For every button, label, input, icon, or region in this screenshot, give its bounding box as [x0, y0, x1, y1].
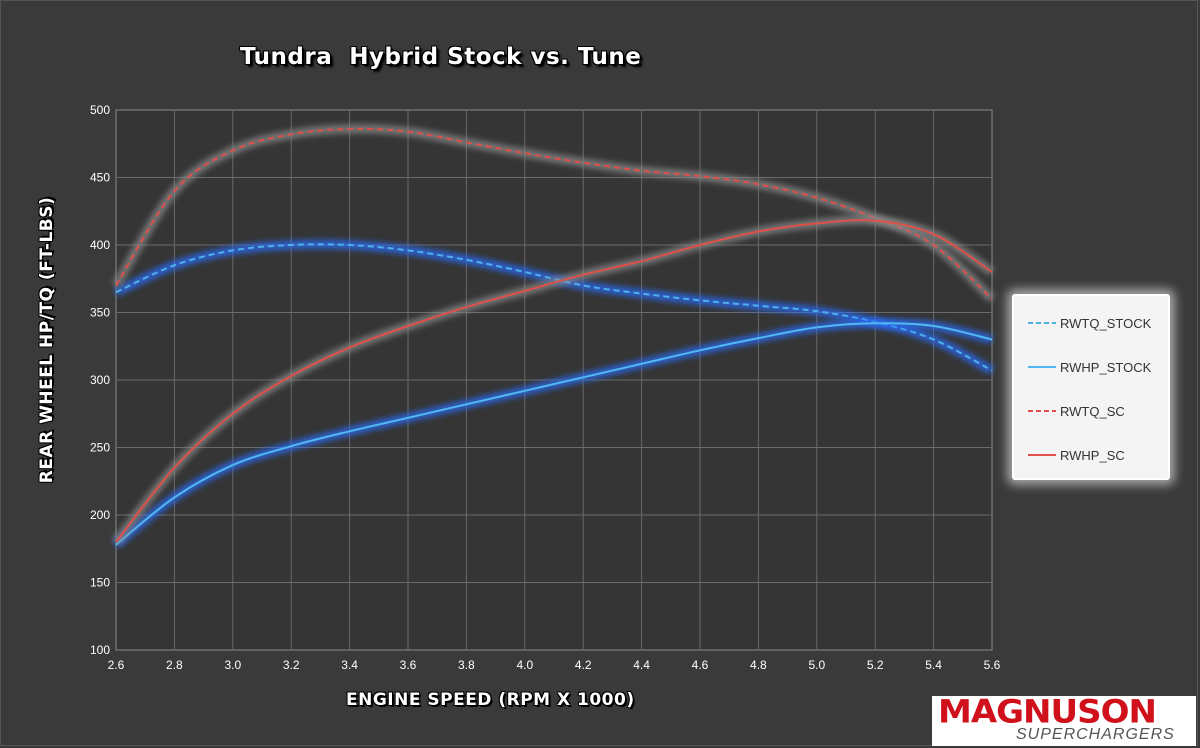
legend-swatch-rwhp-stock: [1028, 366, 1056, 368]
legend-swatch-rwhp-sc: [1028, 454, 1056, 456]
legend-swatch-rwtq-sc: [1028, 410, 1056, 412]
series-line-rwhp-stock: [115, 322, 993, 546]
legend-label-rwtq-sc: RWTQ_SC: [1060, 403, 1125, 419]
logo-main-text: MAGNUSON: [938, 696, 1157, 731]
legend-item-rwtq-stock: RWTQ_STOCK: [1028, 313, 1168, 333]
legend-swatch-rwtq-stock: [1028, 322, 1056, 324]
legend-item-rwhp-stock: RWHP_STOCK: [1028, 357, 1168, 377]
y-tick-label: 150: [90, 576, 110, 590]
x-tick-label: 3.0: [224, 658, 241, 672]
legend-label-rwhp-sc: RWHP_SC: [1060, 447, 1125, 463]
logo-sub-text: SUPERCHARGERS: [1016, 726, 1175, 743]
legend-item-rwhp-sc: RWHP_SC: [1028, 445, 1168, 465]
x-tick-label: 4.2: [575, 658, 592, 672]
x-tick-label: 4.6: [692, 658, 709, 672]
x-tick-label: 3.8: [458, 658, 475, 672]
y-tick-label: 300: [90, 373, 110, 387]
x-tick-label: 2.8: [166, 658, 183, 672]
x-tick-label: 3.6: [400, 658, 417, 672]
x-tick-label: 4.4: [633, 658, 650, 672]
x-tick-label: 5.0: [808, 658, 825, 672]
x-tick-label: 3.2: [283, 658, 300, 672]
x-tick-label: 4.0: [516, 658, 533, 672]
legend-item-rwtq-sc: RWTQ_SC: [1028, 401, 1168, 421]
chart-legend: RWTQ_STOCK RWHP_STOCK RWTQ_SC RWHP_SC: [1012, 294, 1170, 480]
magnuson-logo: MAGNUSON SUPERCHARGERS: [932, 696, 1196, 746]
x-tick-label: 5.4: [925, 658, 942, 672]
series-line-rwtq-sc: [115, 127, 993, 300]
x-tick-label: 2.6: [108, 658, 125, 672]
y-tick-label: 450: [90, 171, 110, 185]
y-tick-label: 400: [90, 238, 110, 252]
chart-title: Tundra Hybrid Stock vs. Tune: [240, 44, 642, 70]
x-tick-label: 5.6: [984, 658, 1001, 672]
series-line-rwhp-sc: [115, 219, 993, 543]
y-tick-label: 100: [90, 643, 110, 657]
x-axis-label: ENGINE SPEED (RPM X 1000): [346, 690, 635, 710]
y-tick-label: 350: [90, 306, 110, 320]
x-tick-label: 5.2: [867, 658, 884, 672]
x-tick-label: 4.8: [750, 658, 767, 672]
y-axis-label: REAR WHEEL HP/TQ (FT-LBS): [37, 196, 57, 484]
legend-label-rwhp-stock: RWHP_STOCK: [1060, 359, 1152, 375]
x-tick-label: 3.4: [341, 658, 358, 672]
y-tick-label: 500: [90, 103, 110, 117]
legend-label-rwtq-stock: RWTQ_STOCK: [1060, 315, 1152, 331]
y-tick-label: 250: [90, 441, 110, 455]
y-tick-label: 200: [90, 508, 110, 522]
